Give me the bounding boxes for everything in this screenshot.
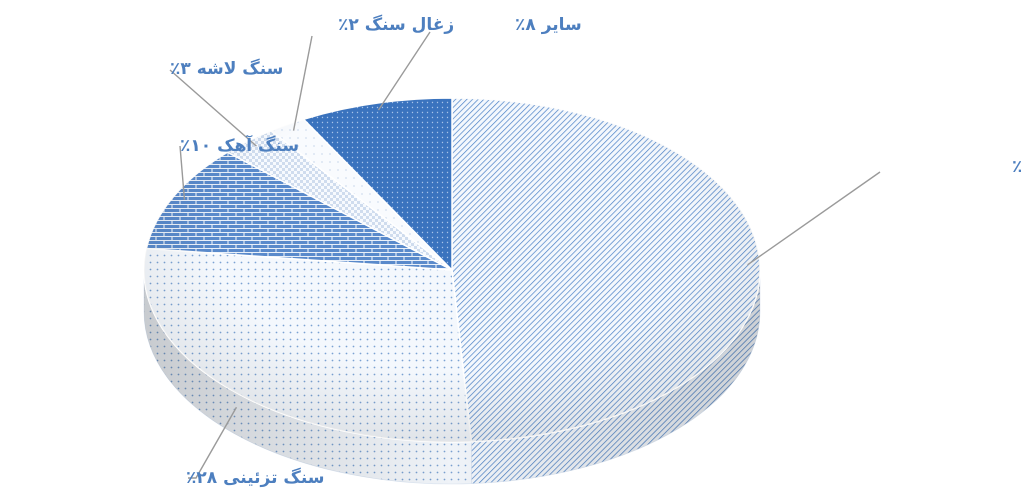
slice-label-sayer: سایر ۸٪ [515,15,582,35]
slice-label-zoghal-sang: زغال سنگ ۲٪ [338,14,454,35]
leader-line-sang-lasheh [169,69,257,147]
slice-label-sang-tazeini: سنگ تزئینی ۲۸٪ [186,467,324,488]
slice-label-sang-ahak: سنگ آهک ۱۰٪ [180,134,299,156]
leader-line-zoghal-sang [292,35,313,131]
slice-label-sang-lasheh: سنگ لاشه ۳٪ [170,58,283,79]
leader-lines [169,31,881,479]
pie-top-shade [144,98,760,442]
pie-top-shading [144,98,760,442]
leader-line-shen-o-maseh [747,171,881,266]
leader-line-sang-ahak [179,145,186,200]
leader-line-sang-tazeini [188,406,238,479]
leader-line-sayer [377,31,431,111]
pie-side-shading [144,270,760,484]
slice-labels: شن و ماسه ۴۹٪ سنگ تزئینی ۲۸٪ سنگ آهک ۱۰٪ سن… [170,14,1021,488]
slice-label-shen-o-maseh: شن و ماسه ۴۹٪ [1012,157,1021,177]
